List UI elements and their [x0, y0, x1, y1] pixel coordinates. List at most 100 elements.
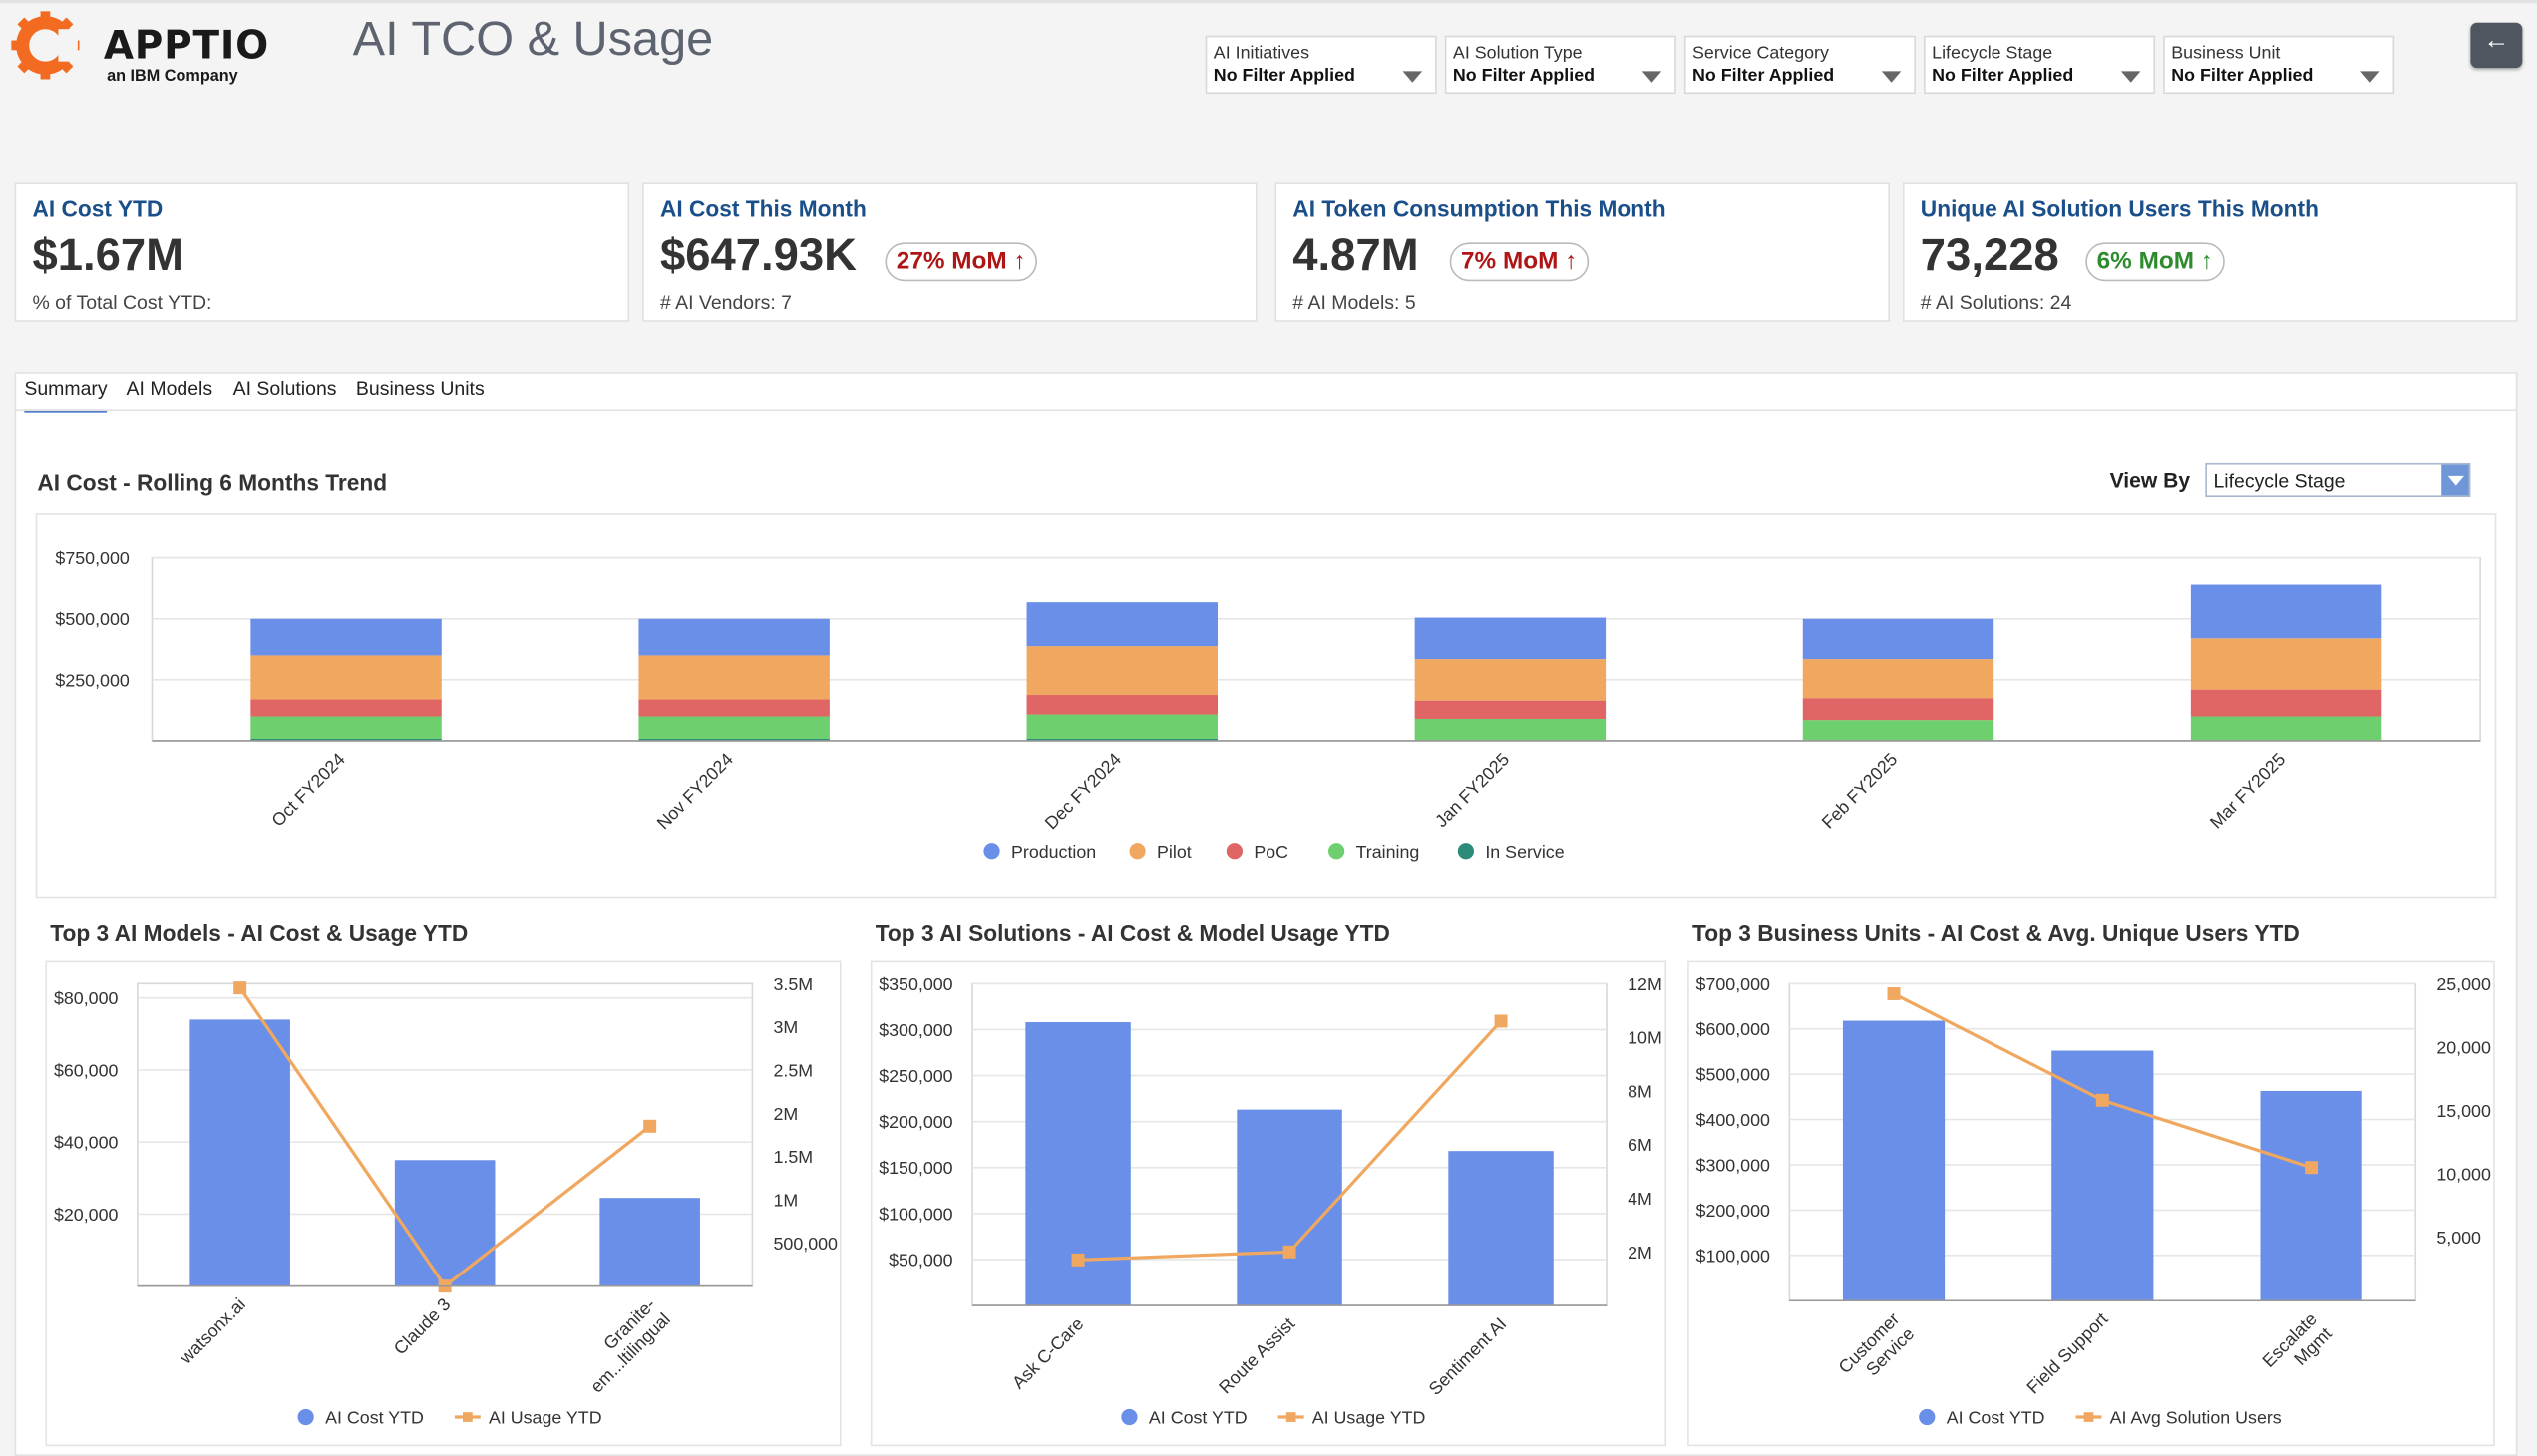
kpi-ai-token-consumption: AI Token Consumption This Month 4.87M 7%… [1274, 182, 1890, 322]
legend-marker [1226, 843, 1244, 860]
bar-segment-production [2190, 584, 2382, 639]
bar [2260, 1090, 2362, 1301]
kpi-subtext: % of Total Cost YTD: [32, 290, 212, 314]
legend-label: PoC [1254, 842, 1288, 862]
tab-ai-models[interactable]: AI Models [126, 376, 213, 400]
models-chart-panel: $20,000 $40,000 $60,000 $80,000 500,000 1M 1.5… [45, 960, 842, 1447]
view-by-select[interactable]: Lifecycle Stage [2205, 462, 2471, 498]
tab-business-units[interactable]: Business Units [355, 376, 485, 400]
bar-segment-pilot [1802, 659, 1994, 699]
kpi-value: $647.93K [659, 229, 857, 280]
x-tick-label: Ask C-Care [1008, 1313, 1087, 1392]
filter-ai-initiatives[interactable]: AI Initiatives No Filter Applied [1205, 35, 1437, 95]
bar-segment-training [1026, 714, 1218, 740]
legend-marker-bar [297, 1408, 314, 1426]
bar-segment-training [638, 716, 830, 740]
y2-tick-label: 3.5M [774, 974, 814, 994]
arrow-up-icon: ↑ [1565, 247, 1578, 275]
legend-label: Training [1356, 842, 1420, 862]
filter-service-category[interactable]: Service Category No Filter Applied [1683, 35, 1916, 95]
bar-segment-pilot [2190, 638, 2382, 690]
line-marker [1494, 1014, 1508, 1028]
legend-marker [983, 843, 1000, 860]
tab-summary[interactable]: Summary [24, 377, 108, 413]
solutions-chart-title: Top 3 AI Solutions - AI Cost & Model Usa… [875, 920, 1390, 946]
bar-segment-in-service [638, 739, 830, 741]
models-chart-title: Top 3 AI Models - AI Cost & Usage YTD [50, 920, 469, 946]
y-tick-label: $60,000 [54, 1060, 119, 1080]
legend-marker-square [463, 1412, 473, 1422]
kpi-subtext: # AI Vendors: 7 [659, 290, 793, 314]
legend-label: Pilot [1157, 842, 1192, 862]
legend-marker-bar [1121, 1408, 1138, 1426]
legend-marker [1457, 843, 1475, 860]
apptio-logo: APPTIO an IBM Company [10, 6, 301, 87]
logo-subtext: an IBM Company [107, 68, 238, 86]
bar-segment-production [1414, 617, 1607, 660]
plot-area [151, 556, 2481, 742]
filter-label: Service Category [1692, 43, 1829, 64]
filter-business-unit[interactable]: Business Unit No Filter Applied [2163, 35, 2395, 95]
kpi-value: 73,228 [1920, 229, 2059, 280]
mom-badge: 6% MoM ↑ [2085, 242, 2225, 282]
bar-segment-pilot [638, 655, 830, 700]
arrow-left-icon: ← [2483, 27, 2510, 56]
y-tick-label: $20,000 [54, 1205, 119, 1225]
y-tick-label: $80,000 [54, 988, 119, 1008]
bar [394, 1160, 496, 1286]
bu-chart-panel: $100,000 $200,000 $300,000 $400,000 $500,000… [1687, 960, 2495, 1447]
legend-label: AI Usage YTD [489, 1408, 602, 1428]
bar [189, 1019, 290, 1286]
filter-value: No Filter Applied [1452, 66, 1596, 86]
tab-divider [14, 409, 2518, 412]
trend-chart-panel: $250,000 $500,000 $750,000 Oct FY2024 Nov FY… [35, 513, 2497, 899]
page-title: AI TCO & Usage [352, 12, 714, 67]
bar [2051, 1050, 2154, 1301]
x-tick-label: Granite-em...ltilingual [571, 1294, 674, 1397]
filter-value: No Filter Applied [2171, 66, 2314, 86]
kpi-title: AI Cost YTD [32, 195, 164, 222]
chevron-down-icon [2441, 464, 2469, 496]
line-marker [1887, 986, 1901, 1000]
y2-tick-label: 2.5M [774, 1060, 814, 1080]
legend-label: AI Usage YTD [1312, 1408, 1426, 1428]
models-combo-chart: $20,000 $40,000 $60,000 $80,000 500,000 1M 1.5… [54, 974, 838, 1428]
legend-marker-bar [1919, 1408, 1936, 1426]
x-tick-label: Route Assist [1215, 1313, 1298, 1397]
y-tick-label: $40,000 [54, 1133, 119, 1153]
y-tick-label: $700,000 [1696, 974, 1770, 994]
x-tick-label: Jan FY2025 [1431, 749, 1513, 831]
y2-tick-label: 5,000 [2436, 1228, 2481, 1248]
solutions-combo-chart: $50,000 $100,000 $150,000 $200,000 $250,000 $… [879, 974, 1662, 1428]
chevron-down-icon [2360, 71, 2380, 83]
y2-tick-label: 25,000 [2436, 974, 2491, 994]
filter-label: Business Unit [2171, 43, 2281, 64]
y2-tick-label: 3M [774, 1017, 799, 1037]
bar-segment-pilot [250, 655, 442, 700]
top-border [0, 0, 2537, 4]
filter-label: Lifecycle Stage [1932, 43, 2053, 64]
back-button[interactable]: ← [2470, 22, 2523, 69]
kpi-subtext: # AI Solutions: 24 [1920, 290, 2072, 314]
filter-ai-solution-type[interactable]: AI Solution Type No Filter Applied [1444, 35, 1676, 95]
legend-marker-square [2083, 1412, 2094, 1422]
bar-segment-poc [638, 699, 830, 717]
view-by-label: View By [2109, 467, 2191, 493]
chevron-down-icon [1402, 71, 1423, 83]
bar-segment-poc [250, 699, 442, 717]
filter-value: No Filter Applied [1213, 66, 1355, 86]
bar [1448, 1151, 1554, 1306]
y2-tick-label: 10,000 [2436, 1165, 2491, 1185]
filter-lifecycle-stage[interactable]: Lifecycle Stage No Filter Applied [1924, 35, 2156, 95]
view-by-value: Lifecycle Stage [2213, 469, 2346, 493]
bar-segment-in-service [1026, 739, 1218, 741]
y2-tick-label: 20,000 [2436, 1037, 2491, 1057]
line-marker [2095, 1093, 2109, 1107]
y-tick-label: $250,000 [55, 670, 129, 690]
kpi-ai-cost-this-month: AI Cost This Month $647.93K 27% MoM ↑ # … [642, 182, 1258, 322]
chevron-down-icon [1641, 71, 1662, 83]
tab-ai-solutions[interactable]: AI Solutions [232, 376, 337, 400]
bar-segment-production [638, 618, 830, 656]
x-tick-label: Sentiment AI [1425, 1313, 1511, 1399]
